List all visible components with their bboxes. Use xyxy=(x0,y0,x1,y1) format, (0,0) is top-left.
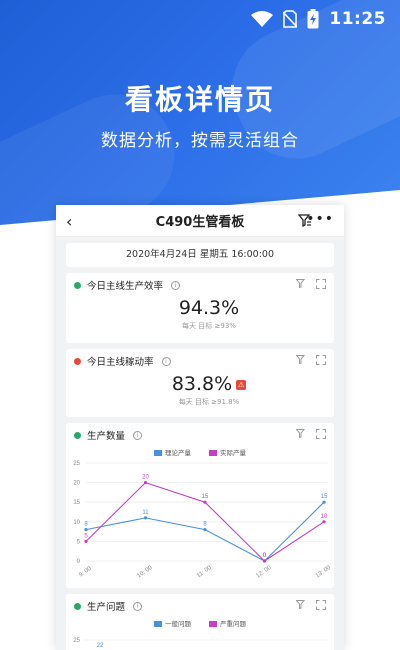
data-point xyxy=(84,539,88,543)
status-dot xyxy=(74,431,81,439)
data-label: 5 xyxy=(84,533,88,539)
legend-item[interactable]: 严重问题 xyxy=(209,618,246,628)
data-point xyxy=(143,481,148,485)
kpi-value-text: 83.8% xyxy=(171,373,233,395)
production-chart-card[interactable]: 生产数量 i 理论产量 实际产量 0 5 10 15 20 25 9: 00 10: 00 11… xyxy=(66,423,334,588)
card-title: 生产数量 xyxy=(87,431,126,442)
y-tick-label: 25 xyxy=(73,461,80,467)
card-header: 生产数量 i xyxy=(66,423,334,447)
filter-icon[interactable] xyxy=(296,279,306,288)
chart-legend: 一般问题 严重问题 xyxy=(66,618,334,628)
card-title: 今日主线稼动率 xyxy=(87,357,154,368)
status-time: 11:25 xyxy=(329,9,386,29)
legend-label: 理论产量 xyxy=(165,449,191,457)
back-icon[interactable]: ‹ xyxy=(66,212,73,231)
legend-label: 严重问题 xyxy=(220,620,246,628)
kpi-value: 94.3% xyxy=(178,297,240,319)
info-icon[interactable]: i xyxy=(171,280,181,290)
y-tick-label: 10 xyxy=(73,520,80,526)
filter-icon[interactable] xyxy=(296,600,306,609)
warning-icon: ⚠ xyxy=(236,379,247,390)
info-icon[interactable]: i xyxy=(161,356,171,366)
data-point xyxy=(203,528,207,532)
data-point xyxy=(262,559,267,563)
y-tick-label: 15 xyxy=(73,500,80,506)
status-dot xyxy=(74,281,81,289)
y-tick-label: 5 xyxy=(77,539,81,545)
legend-swatch xyxy=(209,621,217,627)
kpi-goal: 每天 目标 ≥91.8% xyxy=(178,398,240,406)
y-tick-label: 20 xyxy=(73,481,80,487)
x-tick-label: 9: 00 xyxy=(78,566,93,579)
data-label: 11 xyxy=(142,510,149,516)
wifi-icon xyxy=(251,11,274,27)
status-dot xyxy=(74,357,81,365)
efficiency-card[interactable]: 今日主线生产效率 i 94.3% 每天 目标 ≥93% xyxy=(66,273,334,343)
data-label: 20 xyxy=(142,475,149,481)
hero-subtitle: 数据分析，按需灵活组合 xyxy=(101,131,299,151)
problems-chart-card[interactable]: 生产问题 i 一般问题 严重问题 25 22 xyxy=(66,594,334,650)
production-line-chart: 0 5 10 15 20 25 9: 00 10: 00 11: 00 12: 00 13: 00 8… xyxy=(73,461,333,580)
app-title: C490生管看板 xyxy=(155,215,245,230)
data-label: 15 xyxy=(202,494,209,500)
data-point xyxy=(84,528,88,532)
y-tick-label: 25 xyxy=(73,638,80,644)
card-header: 今日主线生产效率 i xyxy=(66,273,334,297)
problems-line-chart: 25 22 xyxy=(73,638,328,649)
card-header: 今日主线稼动率 i xyxy=(66,349,334,373)
data-point xyxy=(322,520,326,524)
y-tick-label: 0 xyxy=(77,559,81,565)
hero-title: 看板详情页 xyxy=(124,83,275,116)
data-label: 0 xyxy=(263,553,267,559)
mobility-card[interactable]: 今日主线稼动率 i 83.8% ⚠ 每天 目标 ≥91.8% xyxy=(66,349,334,417)
filter-icon[interactable] xyxy=(296,429,306,438)
date-bar: 2020年4月24日 星期五 16:00:00 xyxy=(66,243,334,267)
data-label: 8 xyxy=(203,522,207,528)
x-tick-label: 12: 00 xyxy=(255,565,273,580)
kpi-goal: 每天 目标 ≥93% xyxy=(182,322,236,330)
chart-legend: 理论产量 实际产量 xyxy=(66,447,334,457)
legend-item[interactable]: 实际产量 xyxy=(209,447,246,457)
kpi-value: 83.8% ⚠ xyxy=(66,373,334,395)
expand-icon[interactable] xyxy=(316,429,326,439)
filter-icon[interactable] xyxy=(298,214,312,227)
data-label: 8 xyxy=(84,522,88,528)
status-dot xyxy=(74,602,81,610)
no-sim-icon xyxy=(283,10,298,28)
series-line-0 xyxy=(85,501,325,562)
legend-label: 一般问题 xyxy=(165,620,191,628)
expand-icon[interactable] xyxy=(316,355,326,365)
card-header: 生产问题 i xyxy=(66,594,334,618)
legend-item[interactable]: 理论产量 xyxy=(154,447,191,457)
info-icon[interactable]: i xyxy=(133,601,143,611)
battery-charging-icon xyxy=(307,9,319,29)
x-tick-label: 13: 00 xyxy=(315,565,333,580)
info-icon[interactable]: i xyxy=(133,430,143,440)
data-point xyxy=(143,516,148,520)
card-title: 今日主线生产效率 xyxy=(87,281,164,292)
data-point xyxy=(322,500,326,504)
legend-label: 实际产量 xyxy=(220,449,246,457)
data-label: 22 xyxy=(97,643,104,648)
expand-icon[interactable] xyxy=(316,279,326,289)
more-button[interactable]: ••• xyxy=(306,211,334,227)
data-label: 15 xyxy=(321,494,328,500)
legend-swatch xyxy=(154,621,162,627)
expand-icon[interactable] xyxy=(316,600,326,610)
status-bar: 11:25 xyxy=(251,8,386,30)
data-point xyxy=(203,500,207,504)
legend-swatch xyxy=(209,450,217,456)
data-label: 10 xyxy=(321,514,328,520)
legend-swatch xyxy=(154,450,162,456)
filter-icon[interactable] xyxy=(296,355,306,364)
app-navbar: ‹ C490生管看板 ••• xyxy=(56,205,344,237)
x-tick-label: 10: 00 xyxy=(136,565,154,580)
data-label: 0 xyxy=(263,553,267,559)
x-tick-label: 11: 00 xyxy=(196,565,213,580)
phone-screen: ‹ C490生管看板 ••• 2020年4月24日 星期五 16:00:00 今… xyxy=(56,205,344,650)
card-title: 生产问题 xyxy=(87,602,126,613)
legend-item[interactable]: 一般问题 xyxy=(154,618,191,628)
